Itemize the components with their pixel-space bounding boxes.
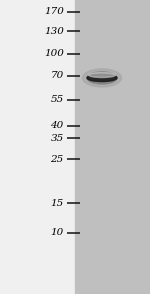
- Bar: [75, 0, 150, 294]
- Ellipse shape: [82, 69, 122, 87]
- Text: 100: 100: [44, 49, 64, 58]
- Text: 15: 15: [51, 199, 64, 208]
- Text: 170: 170: [44, 7, 64, 16]
- Text: 55: 55: [51, 96, 64, 104]
- Text: 40: 40: [51, 121, 64, 130]
- Text: 130: 130: [44, 27, 64, 36]
- Ellipse shape: [88, 73, 116, 78]
- Text: 35: 35: [51, 134, 64, 143]
- Text: 25: 25: [51, 155, 64, 164]
- Bar: [0, 0, 75, 294]
- Ellipse shape: [87, 72, 117, 84]
- Text: 10: 10: [51, 228, 64, 237]
- Ellipse shape: [87, 74, 117, 82]
- Text: 70: 70: [51, 71, 64, 80]
